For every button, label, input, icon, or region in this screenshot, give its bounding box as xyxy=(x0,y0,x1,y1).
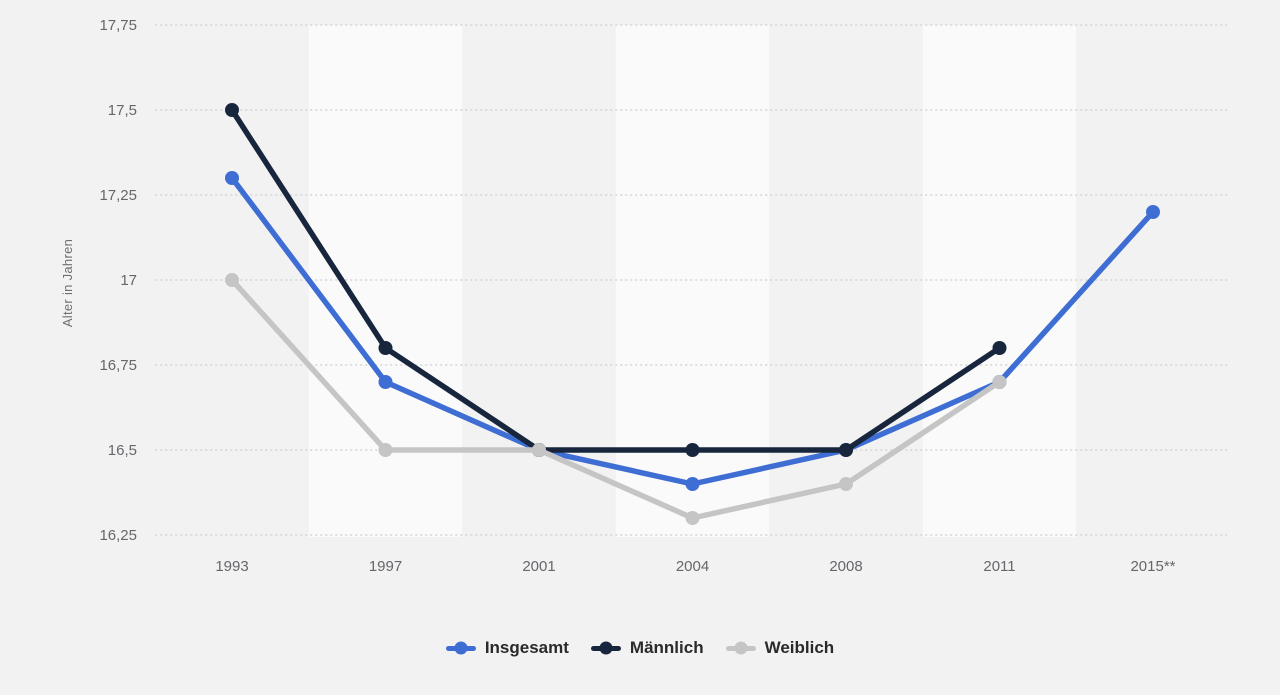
legend-dot-icon xyxy=(454,641,468,655)
chart-canvas: 17,75 17,5 17,25 17 16,75 16,5 16,25 1993 1997 20… xyxy=(99,17,1230,575)
x-axis-tick-label: 2001 xyxy=(522,558,555,575)
series-line-mnnlich xyxy=(229,107,1003,453)
data-point-insgesamt[interactable] xyxy=(1146,205,1160,219)
legend-item-weiblich[interactable]: Weiblich xyxy=(725,638,835,658)
y-axis-tick-label: 17,25 xyxy=(99,187,137,204)
plot-band xyxy=(615,25,770,537)
data-point-mnnlich[interactable] xyxy=(225,103,239,117)
x-axis-tick-label: 2008 xyxy=(829,558,862,575)
data-point-mnnlich[interactable] xyxy=(992,341,1007,355)
data-point-mnnlich[interactable] xyxy=(378,341,393,355)
legend-marker-icon xyxy=(725,641,756,655)
y-axis-tick-label: 17 xyxy=(120,272,137,289)
data-point-weiblich[interactable] xyxy=(685,511,700,525)
x-axis-tick-label: 2015** xyxy=(1130,558,1175,575)
legend-marker-icon xyxy=(445,641,476,655)
legend-label: Insgesamt xyxy=(484,638,569,657)
legend-dot-icon xyxy=(599,641,613,655)
legend-item-mnnlich[interactable]: Männlich xyxy=(590,638,704,658)
data-point-insgesamt[interactable] xyxy=(378,375,393,389)
legend-item-insgesamt[interactable]: Insgesamt xyxy=(445,638,569,658)
data-point-weiblich[interactable] xyxy=(532,443,546,457)
y-axis-tick-label: 16,75 xyxy=(99,357,137,374)
y-axis-tick-label: 16,25 xyxy=(99,527,137,544)
plot-band xyxy=(308,25,463,537)
y-axis-tick-label: 17,75 xyxy=(99,17,137,34)
y-axis-tick-label: 16,5 xyxy=(108,442,137,459)
y-axis-title: Alter in Jahren xyxy=(60,238,75,328)
data-point-weiblich[interactable] xyxy=(839,477,853,491)
legend-label: Männlich xyxy=(629,638,704,657)
data-point-weiblich[interactable] xyxy=(992,375,1007,389)
y-axis-tick-label: 17,5 xyxy=(108,102,137,119)
plot-band xyxy=(1076,25,1230,537)
data-point-weiblich[interactable] xyxy=(225,273,239,287)
x-axis-tick-label: 2011 xyxy=(983,558,1015,575)
x-axis-tick-label: 2004 xyxy=(676,558,709,575)
x-axis-tick-label: 1997 xyxy=(369,558,402,575)
data-point-mnnlich[interactable] xyxy=(685,443,700,457)
data-point-mnnlich[interactable] xyxy=(839,443,853,457)
legend-dot-icon xyxy=(734,641,748,655)
data-point-insgesamt[interactable] xyxy=(225,171,239,185)
plot-band xyxy=(922,25,1077,537)
data-point-weiblich[interactable] xyxy=(378,443,393,457)
legend-label: Weiblich xyxy=(764,638,835,657)
series-line-weiblich xyxy=(229,277,1003,521)
chart-legend: Insgesamt Männlich Weiblich xyxy=(0,638,1280,658)
legend-marker-icon xyxy=(590,641,621,655)
data-point-insgesamt[interactable] xyxy=(685,477,700,491)
x-axis-tick-label: 1993 xyxy=(215,558,248,575)
